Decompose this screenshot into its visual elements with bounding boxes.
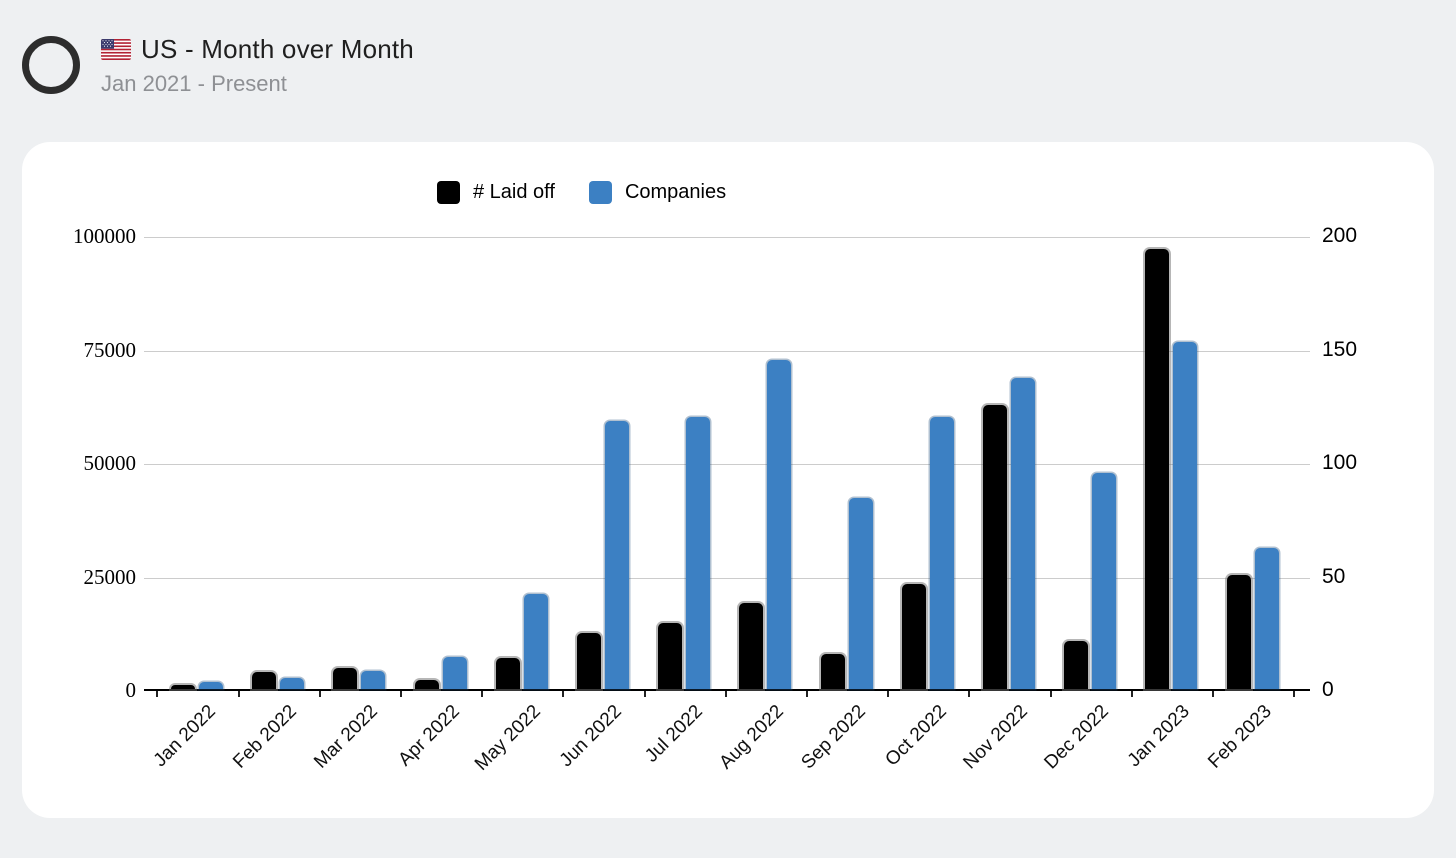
x-axis-label-oct-2022: Oct 2022: [881, 701, 951, 771]
legend-label: # Laid off: [473, 181, 555, 203]
laid-off-swatch-icon: [437, 181, 460, 204]
bar-companies-mar-2022[interactable]: [361, 671, 386, 689]
bar-companies-dec-2022[interactable]: [1092, 473, 1117, 689]
x-axis-label-jun-2022: Jun 2022: [555, 701, 626, 772]
bar-companies-apr-2022[interactable]: [442, 657, 467, 689]
x-axis-tick: [562, 691, 565, 697]
x-axis-label-feb-2022: Feb 2022: [229, 701, 302, 773]
legend-item-laid-off[interactable]: # Laid off: [437, 181, 555, 204]
x-axis-tick: [1212, 691, 1214, 697]
page-subtitle: Jan 2021 - Present: [101, 71, 287, 96]
bar-laid-off-oct-2022[interactable]: [901, 584, 926, 689]
gridline: [144, 464, 1310, 465]
bar-laid-off-may-2022[interactable]: [495, 658, 520, 689]
x-axis-label-sep-2022: Sep 2022: [797, 701, 870, 774]
y-axis-left-tick-label: 75000: [83, 337, 137, 362]
bar-laid-off-jan-2023[interactable]: [1145, 249, 1170, 689]
gridline: [144, 237, 1310, 238]
gridline: [144, 577, 1310, 579]
legend-label: Companies: [624, 181, 727, 203]
y-axis-right-tick-label: 200: [1322, 224, 1358, 247]
x-axis-tick: [806, 691, 808, 697]
x-axis-label-nov-2022: Nov 2022: [959, 701, 1032, 774]
bar-companies-oct-2022[interactable]: [929, 417, 954, 689]
y-axis-right-tick-label: 0: [1322, 678, 1334, 701]
x-axis-tick: [643, 691, 646, 697]
companies-swatch-icon: [588, 181, 612, 204]
bar-companies-sep-2022[interactable]: [848, 498, 873, 689]
y-axis-right-tick-label: 100: [1322, 451, 1358, 474]
bar-chart-plot-area: 100000 200 75000 150 50000 100 25000 50 0 0 Jan 20…: [73, 224, 1357, 775]
x-axis-tick: [1130, 691, 1133, 697]
bar-companies-jan-2023[interactable]: [1173, 342, 1198, 689]
x-axis-label-apr-2022: Apr 2022: [394, 701, 464, 771]
y-axis-left-tick-label: 50000: [83, 451, 137, 475]
bar-laid-off-mar-2022[interactable]: [333, 668, 358, 689]
bar-companies-may-2022[interactable]: [523, 594, 548, 689]
bar-laid-off-dec-2022[interactable]: [1064, 641, 1089, 689]
circle-ring-logo-icon: [22, 36, 80, 94]
x-axis-tick: [481, 691, 484, 697]
bar-laid-off-aug-2022[interactable]: [739, 603, 764, 689]
bar-laid-off-nov-2022[interactable]: [983, 405, 1007, 689]
x-axis-label-mar-2022: Mar 2022: [310, 701, 383, 773]
bar-companies-feb-2022[interactable]: [280, 678, 305, 689]
bar-companies-nov-2022[interactable]: [1011, 378, 1035, 689]
bar-laid-off-jan-2022[interactable]: [171, 685, 195, 689]
bar-laid-off-jul-2022[interactable]: [658, 623, 683, 689]
x-axis-tick: [1293, 691, 1296, 697]
x-axis-tick: [887, 691, 890, 697]
gridline: [144, 350, 1310, 352]
bar-companies-jan-2022[interactable]: [199, 682, 223, 689]
x-axis-label-jan-2022: Jan 2022: [149, 701, 220, 772]
chart-legend: # Laid off Companies: [437, 181, 726, 204]
x-axis-label-feb-2023: Feb 2023: [1203, 701, 1276, 773]
bar-companies-jun-2022[interactable]: [605, 421, 629, 689]
legend-item-companies[interactable]: Companies: [588, 181, 727, 204]
x-axis-tick: [156, 691, 159, 697]
y-axis-left-tick-label: 0: [125, 678, 137, 702]
bar-laid-off-feb-2023[interactable]: [1226, 575, 1251, 689]
x-axis-tick: [318, 691, 321, 697]
y-axis-right-tick-label: 50: [1322, 564, 1346, 588]
x-axis-tick: [724, 691, 727, 697]
bar-laid-off-sep-2022[interactable]: [820, 654, 845, 689]
bar-companies-feb-2023[interactable]: [1254, 548, 1279, 689]
page-header: US - Month over Month Jan 2021 - Present: [22, 34, 414, 97]
x-axis-label-dec-2022: Dec 2022: [1040, 701, 1114, 774]
y-axis-left-tick-label: 100000: [73, 224, 136, 248]
bar-laid-off-apr-2022[interactable]: [414, 680, 439, 689]
x-axis-tick: [400, 691, 402, 697]
x-axis-label-jul-2022: Jul 2022: [641, 701, 708, 767]
bar-companies-jul-2022[interactable]: [686, 417, 711, 689]
us-flag-icon: [101, 39, 131, 60]
page-title: US - Month over Month: [141, 34, 414, 64]
x-axis-label-aug-2022: Aug 2022: [715, 701, 789, 774]
chart-card: # Laid off Companies 100000 200 75000 150 50…: [22, 142, 1434, 818]
x-axis-tick: [1049, 691, 1052, 697]
x-axis-tick: [237, 691, 240, 697]
x-axis-tick: [968, 691, 971, 697]
y-axis-left-tick-label: 25000: [83, 564, 137, 589]
y-axis-right-tick-label: 150: [1322, 337, 1358, 361]
bar-laid-off-jun-2022[interactable]: [577, 633, 601, 689]
x-axis-label-jan-2023: Jan 2023: [1124, 701, 1195, 772]
bar-laid-off-feb-2022[interactable]: [252, 672, 277, 689]
bar-companies-aug-2022[interactable]: [767, 360, 792, 689]
x-axis-line: [144, 689, 1310, 691]
x-axis-label-may-2022: May 2022: [470, 701, 545, 775]
